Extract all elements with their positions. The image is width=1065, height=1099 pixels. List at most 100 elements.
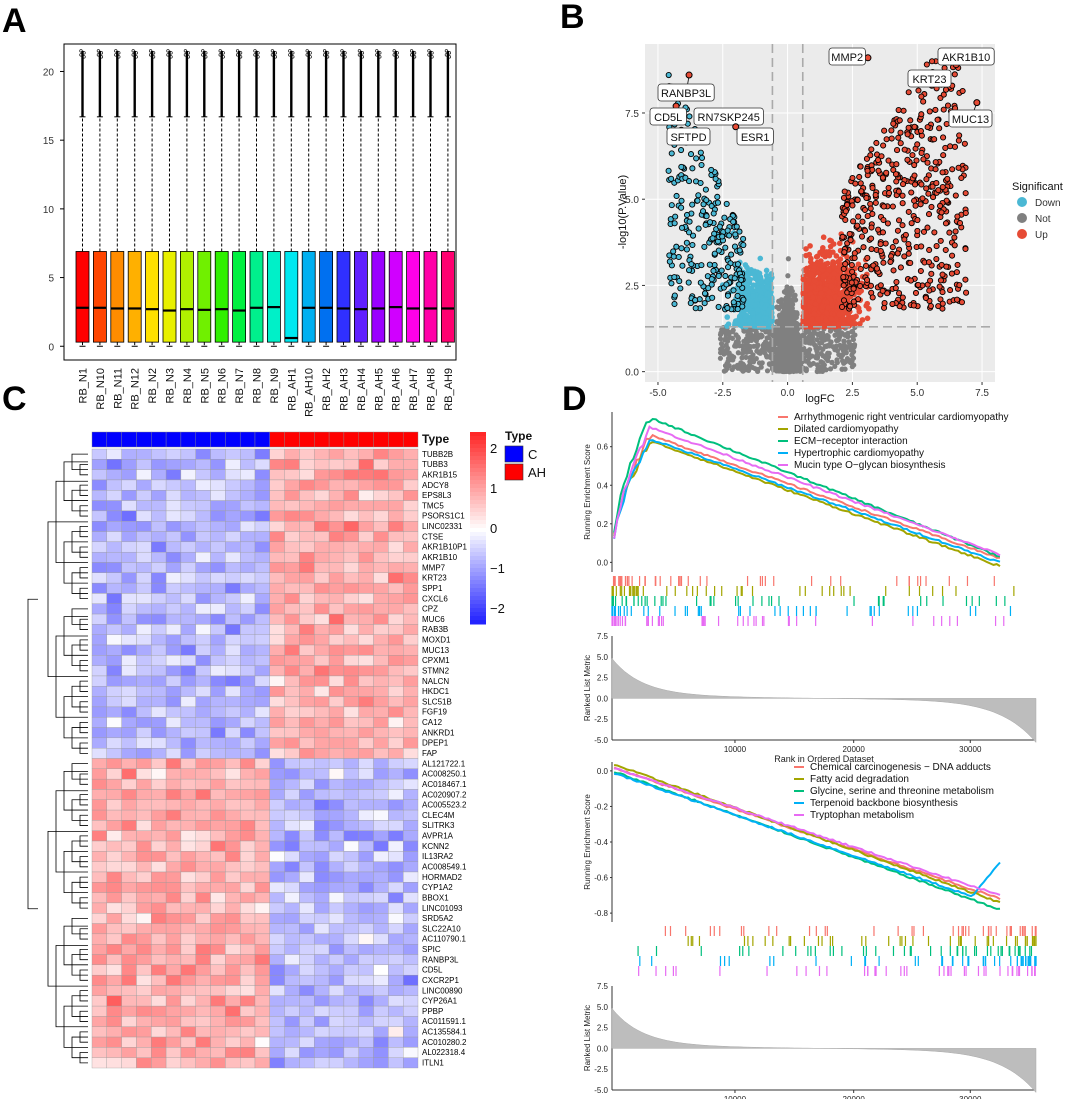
outlier-point	[305, 49, 309, 53]
heatmap-cell	[299, 469, 315, 481]
heatmap-cell	[121, 593, 137, 604]
heatmap-cell	[269, 459, 285, 470]
heatmap-cell	[314, 500, 330, 512]
point-not	[717, 355, 724, 361]
gene-label: ESR1	[741, 132, 770, 144]
point-down-significant	[711, 250, 718, 257]
gene-label: MUC13	[952, 114, 989, 126]
point-down-significant	[726, 232, 733, 239]
point-up-significant	[842, 216, 849, 223]
heatmap-cell	[210, 644, 226, 656]
heatmap-cell	[314, 665, 330, 677]
heatmap-cell	[240, 459, 256, 470]
point-not	[794, 368, 800, 374]
point-up-significant	[856, 173, 863, 181]
heatmap-cell	[136, 624, 152, 635]
gene-label: KRT23	[912, 74, 946, 86]
point-not	[784, 304, 791, 311]
x-tick-label: RB_N7	[234, 368, 246, 403]
heatmap-cell	[284, 675, 300, 687]
point-up-significant	[885, 157, 892, 164]
outlier-point	[360, 55, 365, 59]
point-not	[841, 338, 847, 344]
heatmap-cell	[314, 582, 330, 594]
heatmap-cell	[91, 551, 107, 563]
heatmap-cell	[136, 572, 152, 584]
heatmap-cell	[151, 603, 167, 615]
point-up-significant	[963, 289, 970, 296]
heatmap-cell	[343, 593, 359, 604]
heatmap-cell	[180, 521, 196, 532]
heatmap-cell	[299, 551, 315, 563]
heatmap-cell	[195, 541, 211, 553]
point-up-significant	[861, 206, 868, 214]
heatmap-cell	[314, 479, 330, 491]
outlier-points	[203, 50, 206, 117]
point-down-significant	[714, 193, 721, 200]
heatmap-cell	[210, 603, 226, 615]
heatmap-cell	[388, 459, 404, 470]
point-down-significant	[676, 278, 683, 285]
heatmap-cell	[358, 469, 374, 481]
heatmap-cell	[210, 655, 226, 666]
heatmap-cell	[358, 572, 374, 584]
point-not	[834, 357, 840, 363]
heatmap-cell	[284, 500, 300, 512]
heatmap-cell	[151, 634, 167, 646]
heatmap-cell	[343, 459, 359, 470]
heatmap-cell	[254, 655, 270, 666]
heatmap-cell	[254, 490, 270, 501]
heatmap-cell	[314, 551, 330, 563]
heatmap-cell	[225, 510, 241, 522]
point-up-significant	[857, 163, 864, 170]
heatmap-cell	[91, 675, 107, 687]
outlier-point	[183, 49, 187, 53]
point-not	[785, 256, 792, 262]
heatmap-cell	[284, 624, 300, 635]
heatmap-cell	[284, 572, 300, 584]
heatmap-cell	[180, 706, 196, 718]
point-up-significant	[850, 298, 857, 305]
outlier-point	[343, 55, 347, 59]
point-not	[747, 362, 753, 368]
heatmap-cell	[180, 531, 196, 543]
heatmap-cell	[136, 717, 152, 728]
heatmap-cell	[254, 582, 270, 594]
heatmap-cell	[136, 531, 152, 543]
heatmap-cell	[121, 562, 137, 573]
heatmap-cell	[136, 562, 152, 573]
heatmap-cell	[269, 469, 285, 481]
outlier-point	[413, 55, 417, 59]
outlier-point	[305, 53, 309, 57]
point-not	[755, 368, 761, 375]
heatmap-cell	[373, 706, 389, 718]
point-up-significant	[911, 123, 918, 130]
heatmap-cell	[180, 634, 196, 646]
box-RB_AH10	[301, 251, 316, 343]
point-down-significant	[673, 243, 680, 250]
point-not	[849, 364, 855, 370]
point-up-significant	[880, 259, 887, 266]
point-up-significant	[888, 135, 895, 142]
heatmap-cell	[121, 531, 137, 543]
heatmap-cell	[328, 624, 345, 635]
point-not	[785, 296, 791, 302]
legend-label-not: Not	[1035, 214, 1051, 225]
heatmap-cell	[106, 624, 122, 635]
heatmap-cell	[299, 634, 315, 646]
heatmap-cell	[195, 665, 211, 677]
point-not	[788, 354, 795, 360]
heatmap-cell	[106, 717, 122, 728]
point-up	[864, 315, 871, 322]
outlier-point	[256, 51, 260, 55]
point-down-significant	[698, 154, 706, 161]
heatmap-cell	[343, 675, 359, 687]
point-not	[753, 329, 759, 335]
point-up-significant	[875, 226, 882, 233]
heatmap-cell	[240, 675, 256, 687]
heatmap-cell	[373, 655, 389, 666]
heatmap-cell	[121, 634, 137, 646]
point-not	[754, 344, 760, 350]
x-tick-label: RB_N12	[130, 368, 142, 410]
annotation-cell	[358, 431, 374, 448]
